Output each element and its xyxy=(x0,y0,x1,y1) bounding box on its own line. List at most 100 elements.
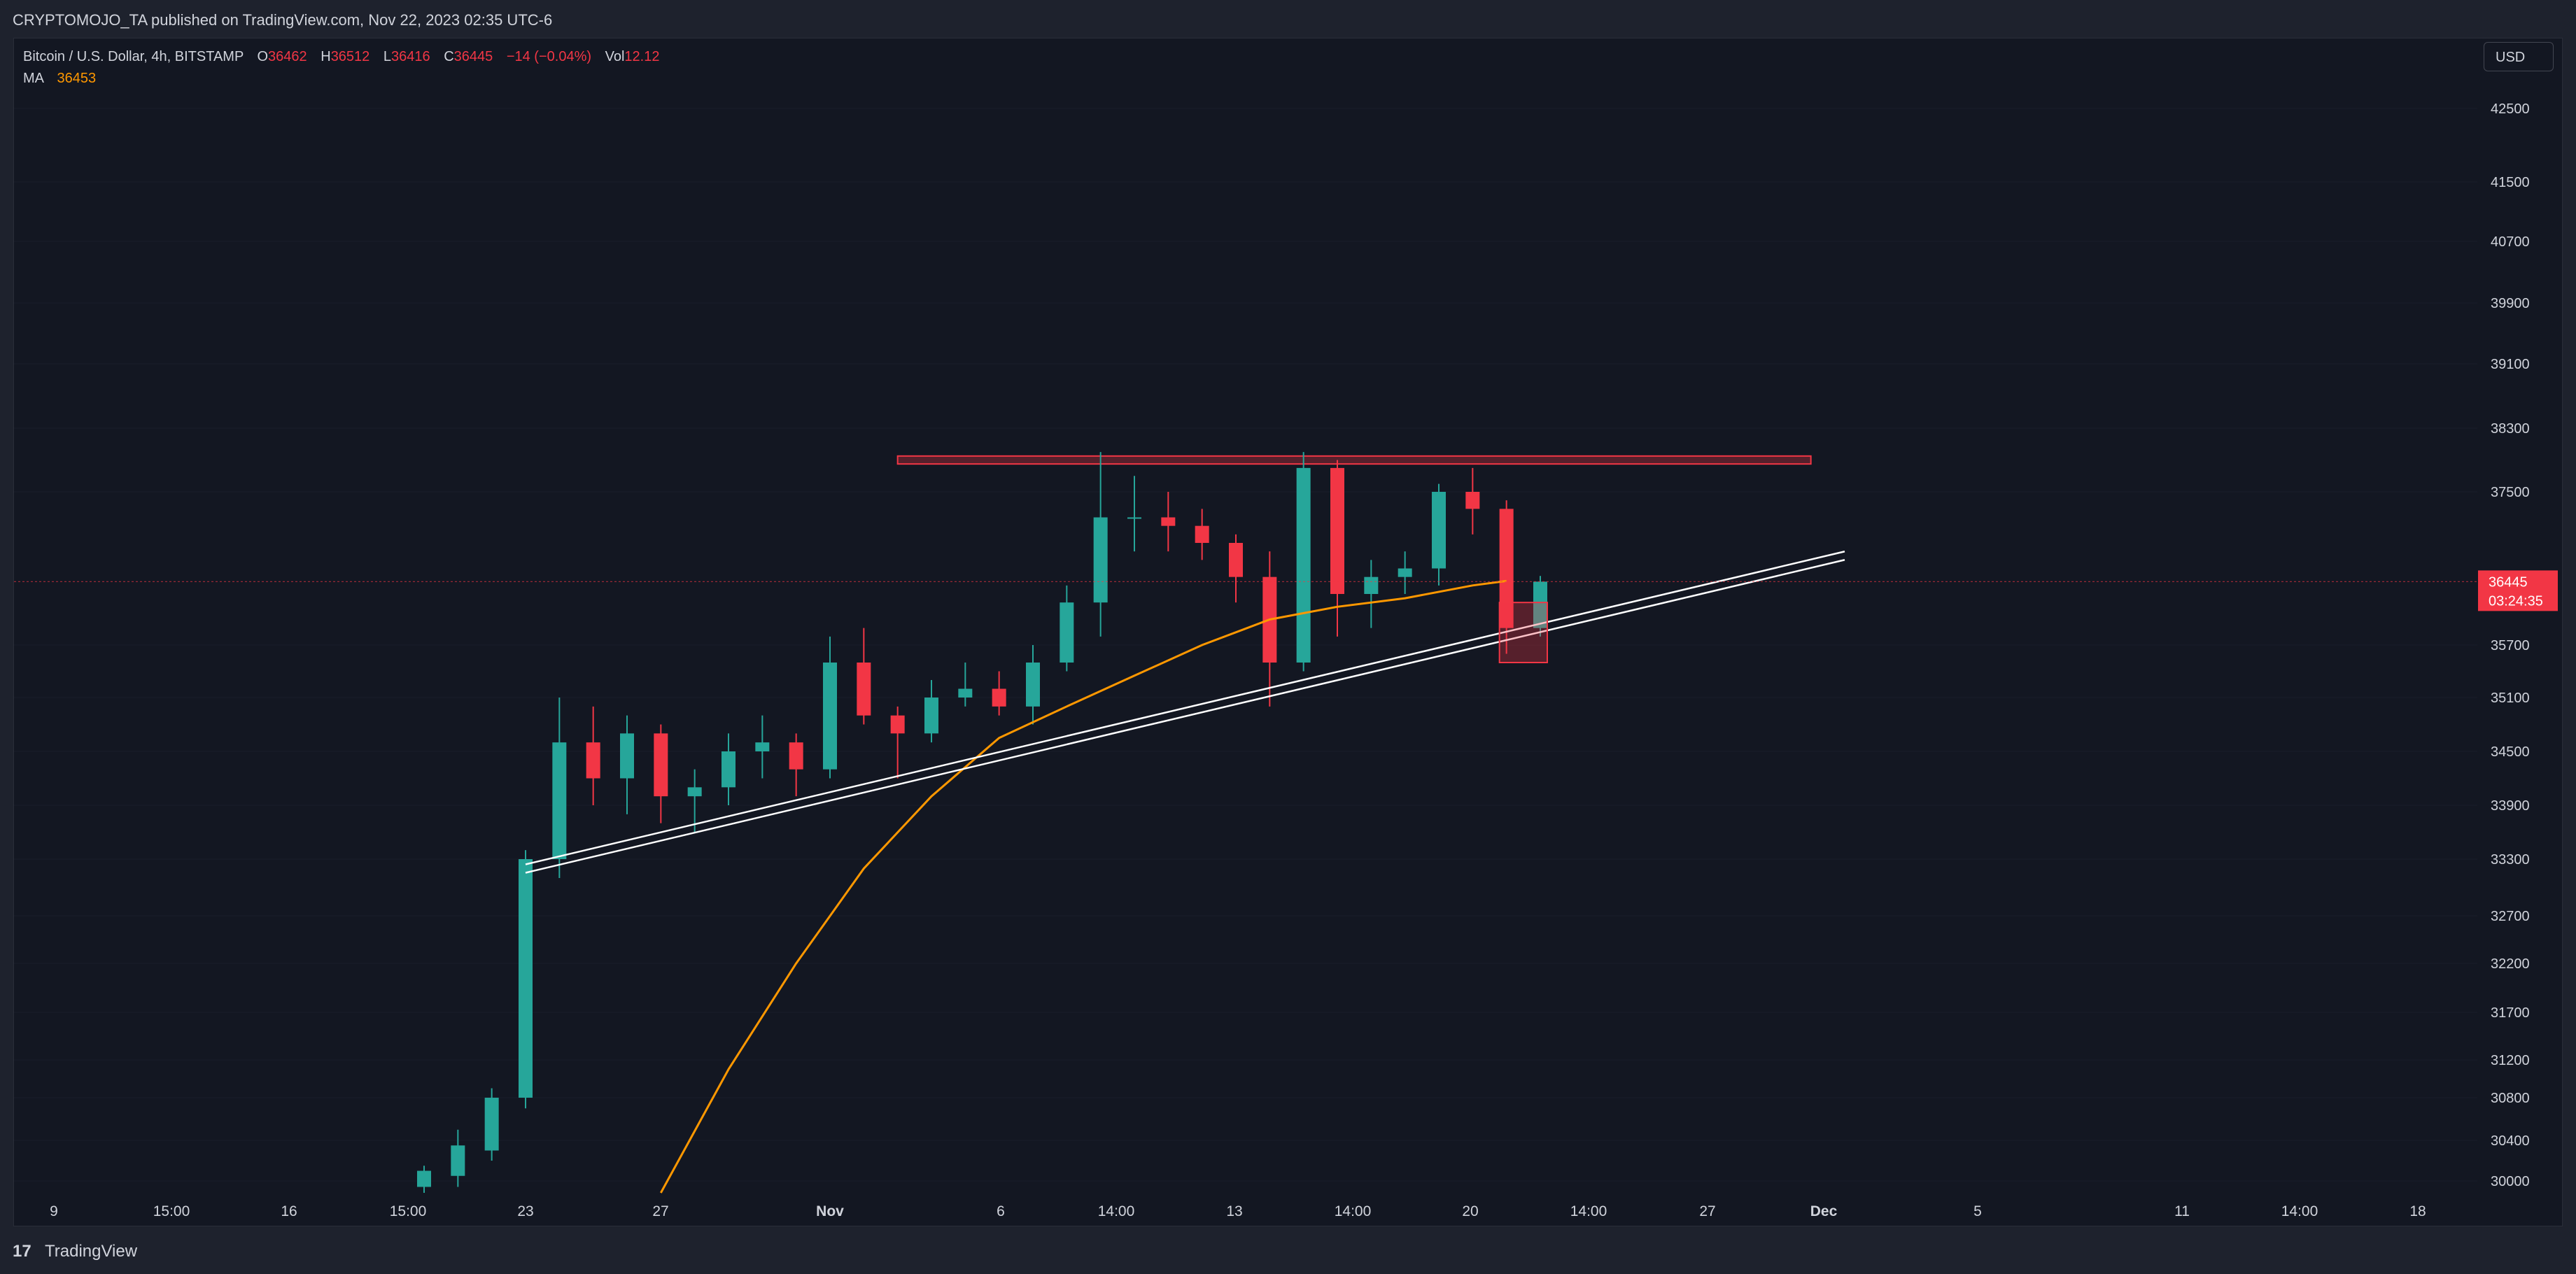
candle-body xyxy=(519,859,533,1098)
footer: 17 TradingView xyxy=(0,1226,2576,1274)
candle-body xyxy=(1127,517,1141,519)
y-tick-label: 35700 xyxy=(2491,638,2530,653)
ma-label: MA xyxy=(23,71,43,86)
candle-body xyxy=(620,733,634,779)
x-tick-label: 15:00 xyxy=(153,1203,190,1219)
close-label: C xyxy=(444,49,454,64)
y-tick-label: 39100 xyxy=(2491,357,2530,372)
price-chart[interactable]: 42500 41500 40700 39900 39100 38300 37500 35700… xyxy=(14,38,2563,1227)
trendline-lower[interactable] xyxy=(525,559,1845,874)
x-tick-label: 16 xyxy=(281,1203,297,1219)
chart-legend: Bitcoin / U.S. Dollar, 4h, BITSTAMP O364… xyxy=(23,46,659,90)
x-tick-label: 27 xyxy=(1699,1203,1715,1219)
ma-value: 36453 xyxy=(57,71,97,86)
ma-line[interactable] xyxy=(659,579,1507,1194)
y-tick-label: 30400 xyxy=(2491,1133,2530,1149)
x-tick-label: 23 xyxy=(517,1203,533,1219)
trendline-upper[interactable] xyxy=(525,551,1845,865)
grid xyxy=(14,108,2477,1182)
y-tick-label: 34500 xyxy=(2491,744,2530,760)
resistance-zone[interactable] xyxy=(896,455,1812,465)
x-tick-label: 14:00 xyxy=(1098,1203,1135,1219)
countdown-label: 03:24:35 xyxy=(2489,593,2543,609)
y-tick-label: 37500 xyxy=(2491,485,2530,500)
candle-body xyxy=(1060,602,1074,663)
symbol-title: Bitcoin / U.S. Dollar, 4h, BITSTAMP xyxy=(23,49,244,64)
high-value: 36512 xyxy=(330,49,370,64)
x-tick-label: 9 xyxy=(50,1203,58,1219)
ma-row: MA 36453 xyxy=(23,68,659,90)
y-tick-label: 30800 xyxy=(2491,1091,2530,1106)
vol-label: Vol xyxy=(605,49,625,64)
y-tick-label: 31200 xyxy=(2491,1053,2530,1068)
x-tick-label: 15:00 xyxy=(390,1203,427,1219)
x-tick-label: Nov xyxy=(816,1203,844,1219)
candle-body xyxy=(1364,576,1379,594)
last-price-tag-label: 36445 xyxy=(2489,574,2528,590)
y-tick-label: 30000 xyxy=(2491,1174,2530,1189)
candle-body xyxy=(586,742,600,779)
candle-body xyxy=(687,787,702,797)
tradingview-logo-icon: 17 xyxy=(13,1242,31,1261)
highlight-box[interactable] xyxy=(1498,602,1549,664)
candle-body xyxy=(1533,581,1547,628)
candles xyxy=(417,452,1547,1193)
candle-body xyxy=(823,663,837,770)
candle-body xyxy=(924,698,938,734)
candle-body xyxy=(484,1098,499,1151)
open-value: 36462 xyxy=(268,49,307,64)
currency-button[interactable]: USD xyxy=(2484,42,2554,71)
candle-body xyxy=(1465,492,1480,509)
y-tick-label: 31700 xyxy=(2491,1005,2530,1021)
candle-body xyxy=(1026,663,1040,707)
low-value: 36416 xyxy=(391,49,430,64)
x-tick-label: 11 xyxy=(2174,1203,2190,1219)
x-tick-label: 20 xyxy=(1462,1203,1478,1219)
candle-body xyxy=(1330,467,1344,594)
x-tick-label: Dec xyxy=(1810,1203,1838,1219)
candle-body xyxy=(890,715,905,734)
y-tick-label: 35100 xyxy=(2491,691,2530,706)
x-tick-label: 27 xyxy=(652,1203,668,1219)
x-tick-label: 18 xyxy=(2409,1203,2426,1219)
x-tick-label: 13 xyxy=(1226,1203,1242,1219)
close-value: 36445 xyxy=(453,49,493,64)
candle-body xyxy=(654,733,668,797)
candle-body xyxy=(552,742,567,859)
vol-value: 12.12 xyxy=(624,49,660,64)
candle-body xyxy=(958,688,973,698)
y-tick-label: 32700 xyxy=(2491,909,2530,924)
candle-body xyxy=(992,688,1006,707)
candle-body xyxy=(755,742,770,751)
candle-body xyxy=(1161,517,1176,526)
candle-body xyxy=(1296,467,1311,663)
candle-body xyxy=(417,1170,431,1187)
chart-frame[interactable]: 42500 41500 40700 39900 39100 38300 37500 35700… xyxy=(13,38,2563,1226)
candle-body xyxy=(722,751,736,788)
y-tick-label: 41500 xyxy=(2491,175,2530,190)
x-axis: 9 15:00 16 15:00 23 27 Nov 6 14:00 13 14:00 20 14:00… xyxy=(50,1203,2426,1219)
candle-body xyxy=(1229,543,1243,577)
x-tick-label: 5 xyxy=(1973,1203,1982,1219)
candle-body xyxy=(1432,492,1446,569)
y-axis: 42500 41500 40700 39900 39100 38300 37500 35700… xyxy=(2491,101,2530,1189)
y-tick-label: 39900 xyxy=(2491,296,2530,311)
candle-body xyxy=(451,1145,465,1176)
candle-body xyxy=(789,742,803,770)
candle-body xyxy=(857,663,871,716)
change-value: −14 (−0.04%) xyxy=(506,49,592,64)
tradingview-brand: TradingView xyxy=(45,1242,138,1261)
x-tick-label: 6 xyxy=(997,1203,1005,1219)
candle-body xyxy=(1398,568,1412,577)
y-tick-label: 38300 xyxy=(2491,421,2530,437)
y-tick-label: 40700 xyxy=(2491,234,2530,250)
candle-body xyxy=(1195,525,1209,543)
last-price-tag xyxy=(2478,570,2558,611)
x-tick-label: 14:00 xyxy=(1335,1203,1372,1219)
open-label: O xyxy=(257,49,269,64)
y-tick-label: 32200 xyxy=(2491,956,2530,972)
y-tick-label: 33300 xyxy=(2491,852,2530,868)
ohlc-row: Bitcoin / U.S. Dollar, 4h, BITSTAMP O364… xyxy=(23,46,659,68)
price-tags: 364533644503:24:35 xyxy=(2478,570,2558,611)
y-tick-label: 33900 xyxy=(2491,798,2530,814)
